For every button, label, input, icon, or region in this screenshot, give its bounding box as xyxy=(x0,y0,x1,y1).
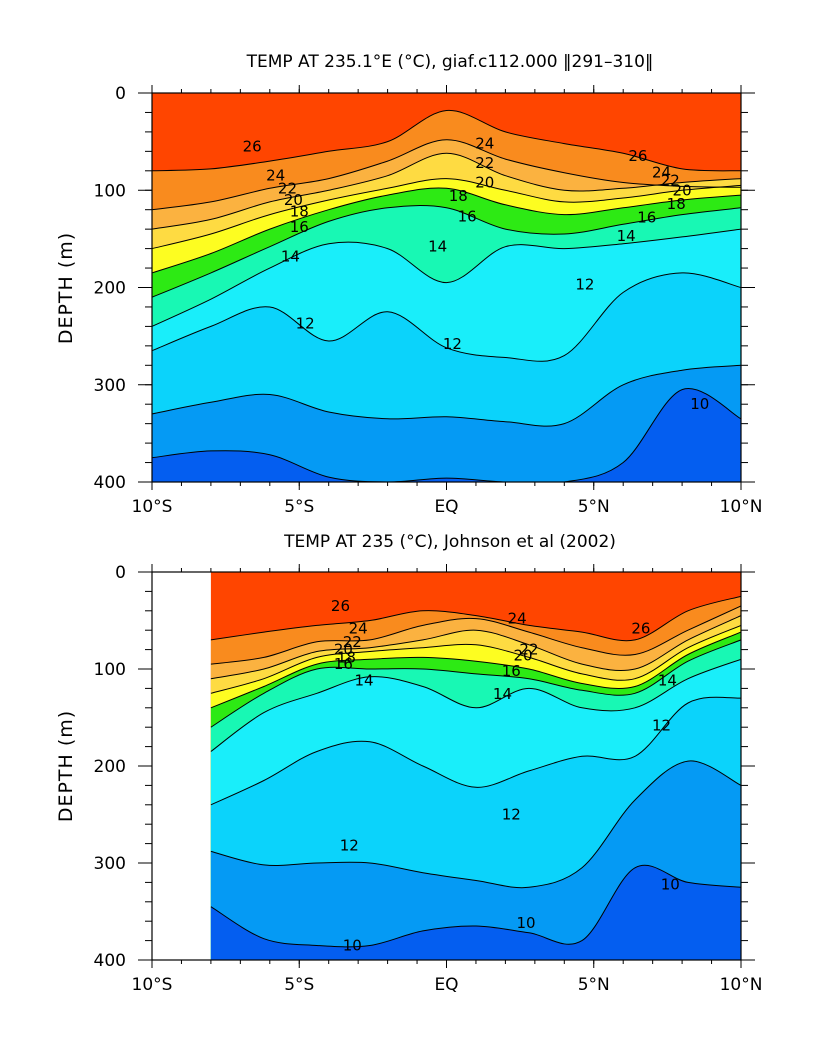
x-tick-label: 10°S xyxy=(132,497,173,517)
isotherm-line xyxy=(152,364,741,427)
contour-label: 12 xyxy=(502,806,521,824)
contour-label: 16 xyxy=(458,208,477,226)
contour-label: 22 xyxy=(343,633,362,651)
contour-label: 14 xyxy=(617,227,636,245)
temp-band xyxy=(152,365,741,482)
contour-label: 18 xyxy=(337,648,356,666)
contour-label: 14 xyxy=(493,685,512,703)
y-tick-label: 0 xyxy=(115,563,126,583)
bottom-panel: TEMP AT 235 (°C), Johnson et al (2002) 2… xyxy=(55,532,762,995)
contour-label: 20 xyxy=(284,191,303,209)
contour-label: 24 xyxy=(508,610,527,628)
top-panel: TEMP AT 235.1°E (°C), giaf.c112.000 ‖291… xyxy=(55,52,762,517)
contour-label: 12 xyxy=(340,837,359,855)
isotherm-line xyxy=(210,696,741,806)
x-tick-label: EQ xyxy=(434,497,458,517)
contour-label: 18 xyxy=(290,203,309,221)
contour-label: 26 xyxy=(628,147,647,165)
contour-label: 16 xyxy=(637,208,656,226)
y-tick-label: 400 xyxy=(94,473,126,493)
isotherm-line xyxy=(152,109,741,172)
isotherm-line xyxy=(210,605,741,665)
isotherm-line xyxy=(210,760,741,889)
isotherm-line xyxy=(210,624,741,694)
y-tick-label: 100 xyxy=(94,181,126,201)
contour-label: 22 xyxy=(661,172,680,190)
y-tick-label: 400 xyxy=(94,951,126,971)
plot-area: 2624222018161412242220181614121226242220… xyxy=(94,84,763,517)
x-tick-label: 10°N xyxy=(720,975,763,995)
y-axis-label: DEPTH (m) xyxy=(55,232,77,344)
contour-label: 16 xyxy=(290,218,309,236)
isotherm-line xyxy=(210,658,741,752)
isotherm-line xyxy=(210,595,741,642)
x-tick-label: 5°S xyxy=(284,975,314,995)
contour-label: 20 xyxy=(475,173,494,191)
contour-label: 16 xyxy=(334,655,353,673)
isotherm-line xyxy=(152,139,741,211)
y-tick-label: 300 xyxy=(94,854,126,874)
contour-label: 26 xyxy=(243,137,262,155)
isotherm-line xyxy=(152,205,741,298)
contour-label: 18 xyxy=(449,187,468,205)
contour-label: 12 xyxy=(652,716,671,734)
isotherm-line xyxy=(152,152,741,230)
x-tick-label: 10°N xyxy=(720,497,763,517)
y-tick-label: 200 xyxy=(94,279,126,299)
x-tick-label: 5°N xyxy=(578,497,610,517)
isotherm-line xyxy=(210,639,741,728)
x-tick-label: 10°S xyxy=(132,975,173,995)
contour-label: 26 xyxy=(631,619,650,637)
contour-label: 20 xyxy=(334,641,353,659)
contour-label: 26 xyxy=(331,597,350,615)
contour-label: 10 xyxy=(343,936,362,954)
contour-label: 14 xyxy=(354,672,373,690)
y-tick-label: 300 xyxy=(94,376,126,396)
contour-label: 12 xyxy=(575,276,594,294)
y-axis-label: DEPTH (m) xyxy=(55,710,77,822)
x-tick-label: 5°N xyxy=(578,975,610,995)
contour-label: 14 xyxy=(428,238,447,256)
plot-area: 2624222018161412242220161412121010261014… xyxy=(94,563,763,995)
x-tick-label: 5°S xyxy=(284,497,314,517)
isotherm-line xyxy=(152,187,741,274)
y-tick-label: 100 xyxy=(94,660,126,680)
contour-label: 24 xyxy=(652,164,671,182)
panel-title: TEMP AT 235.1°E (°C), giaf.c112.000 ‖291… xyxy=(246,52,654,72)
contour-label: 20 xyxy=(673,181,692,199)
y-tick-label: 0 xyxy=(115,84,126,104)
isotherm-line xyxy=(210,631,741,709)
contour-label: 22 xyxy=(475,154,494,172)
x-tick-label: EQ xyxy=(434,975,458,995)
contour-label: 14 xyxy=(658,672,677,690)
contour-label: 24 xyxy=(266,167,285,185)
temp-band xyxy=(152,388,741,482)
contour-label: 14 xyxy=(281,247,300,265)
contour-label: 10 xyxy=(690,395,709,413)
contour-label: 16 xyxy=(502,662,521,680)
contour-label: 22 xyxy=(519,641,538,659)
temp-band xyxy=(210,865,741,960)
contour-label: 10 xyxy=(661,875,680,893)
contour-label: 24 xyxy=(349,619,368,637)
isotherm-line xyxy=(152,228,741,327)
isotherm-line xyxy=(210,615,741,680)
contour-label: 24 xyxy=(475,135,494,153)
isotherm-line xyxy=(152,178,741,250)
isotherm-line xyxy=(152,272,741,362)
contour-label: 20 xyxy=(514,646,533,664)
isotherm-line xyxy=(210,864,741,948)
panel-title: TEMP AT 235 (°C), Johnson et al (2002) xyxy=(283,532,616,552)
contour-label: 12 xyxy=(296,314,315,332)
contour-label: 12 xyxy=(443,335,462,353)
contour-label: 10 xyxy=(516,914,535,932)
contour-label: 18 xyxy=(667,195,686,213)
contour-label: 22 xyxy=(278,179,297,197)
y-tick-label: 200 xyxy=(94,757,126,777)
isotherm-line xyxy=(152,388,741,482)
